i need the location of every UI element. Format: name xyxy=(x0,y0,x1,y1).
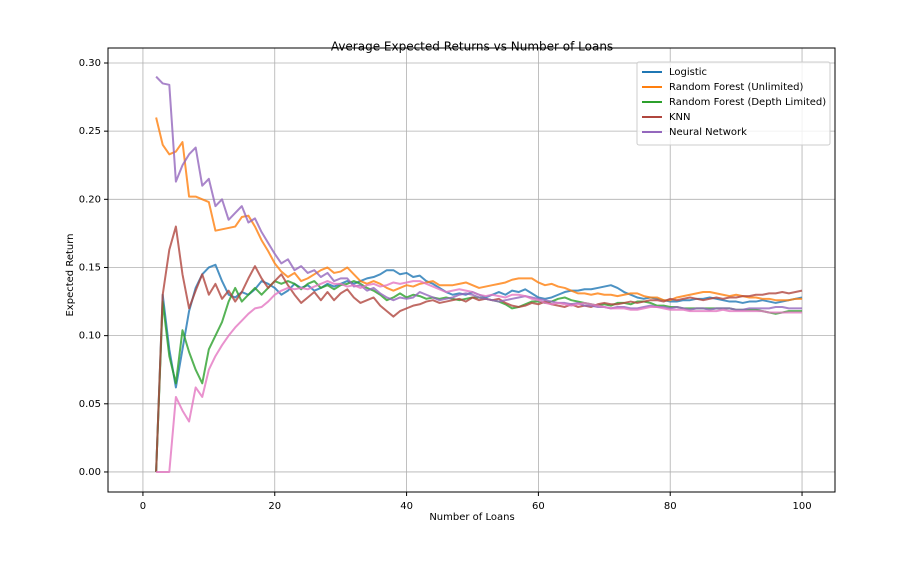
x-tick-label: 20 xyxy=(268,501,281,512)
line-series xyxy=(155,75,803,311)
x-tick-label: 40 xyxy=(400,501,413,512)
y-tick-label: 0.15 xyxy=(79,262,101,273)
line-series xyxy=(155,117,803,302)
x-tick-label: 60 xyxy=(532,501,545,512)
y-tick-label: 0.00 xyxy=(79,467,101,478)
x-tick-label: 100 xyxy=(792,501,811,512)
legend-label: Random Forest (Depth Limited) xyxy=(669,97,826,108)
y-tick-label: 0.25 xyxy=(79,126,101,137)
line-series xyxy=(156,280,803,473)
legend-label: Neural Network xyxy=(669,127,747,138)
y-tick-label: 0.30 xyxy=(79,58,101,69)
x-axis-label: Number of Loans xyxy=(429,512,514,523)
y-axis-label: Expected Return xyxy=(65,233,76,316)
y-tick-label: 0.10 xyxy=(79,331,101,342)
line-series xyxy=(155,225,803,472)
legend-label: KNN xyxy=(669,112,691,123)
x-tick-label: 0 xyxy=(140,501,146,512)
legend-label: Random Forest (Unlimited) xyxy=(669,82,804,93)
chart-title: Average Expected Returns vs Number of Lo… xyxy=(331,40,613,54)
legend-box xyxy=(636,61,831,146)
plot-frame xyxy=(107,47,836,493)
y-tick-label: 0.05 xyxy=(79,399,101,410)
y-tick-label: 0.20 xyxy=(79,194,101,205)
line-series xyxy=(155,263,803,472)
x-tick-label: 80 xyxy=(664,501,677,512)
legend-label: Logistic xyxy=(669,67,707,78)
